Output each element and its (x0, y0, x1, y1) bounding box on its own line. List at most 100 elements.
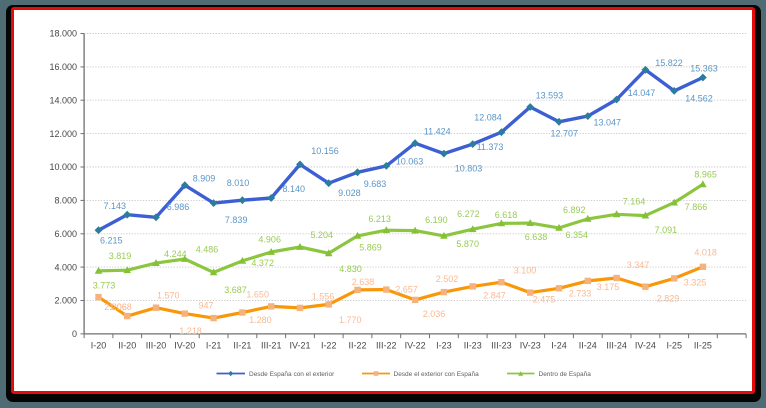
svg-text:15.363: 15.363 (690, 63, 718, 73)
svg-text:IV-21: IV-21 (289, 341, 310, 351)
svg-text:9.028: 9.028 (338, 188, 361, 198)
svg-text:6.618: 6.618 (495, 210, 518, 220)
svg-text:6.986: 6.986 (167, 202, 190, 212)
svg-text:8.909: 8.909 (193, 174, 216, 184)
svg-text:II-24: II-24 (579, 341, 597, 351)
svg-text:I-23: I-23 (436, 341, 452, 351)
svg-text:2.733: 2.733 (569, 288, 592, 298)
svg-text:II-22: II-22 (348, 341, 366, 351)
svg-text:14.000: 14.000 (49, 95, 77, 105)
svg-text:IV-22: IV-22 (405, 341, 426, 351)
svg-text:9.683: 9.683 (364, 179, 387, 189)
svg-text:12.707: 12.707 (551, 128, 579, 138)
svg-text:13.593: 13.593 (536, 91, 564, 101)
svg-text:2.206: 2.206 (104, 302, 127, 312)
svg-text:11.373: 11.373 (477, 142, 504, 152)
svg-text:12.000: 12.000 (49, 129, 77, 139)
svg-text:7.143: 7.143 (104, 201, 127, 211)
svg-text:10.063: 10.063 (396, 157, 424, 167)
svg-text:10.803: 10.803 (455, 164, 483, 174)
svg-text:I-24: I-24 (551, 341, 567, 351)
svg-text:10.156: 10.156 (311, 146, 339, 156)
svg-text:Dentro de España: Dentro de España (539, 371, 592, 378)
svg-text:13.047: 13.047 (594, 117, 622, 127)
svg-text:5.870: 5.870 (456, 239, 479, 249)
svg-text:1.570: 1.570 (157, 291, 180, 301)
svg-text:I-21: I-21 (206, 341, 222, 351)
svg-text:2.829: 2.829 (657, 294, 680, 304)
svg-text:Desde España con el exterior: Desde España con el exterior (249, 371, 335, 378)
svg-text:2.036: 2.036 (423, 309, 446, 319)
svg-text:II-25: II-25 (694, 341, 712, 351)
svg-text:III-23: III-23 (491, 341, 512, 351)
svg-text:6.272: 6.272 (457, 209, 480, 219)
svg-text:8.965: 8.965 (694, 170, 717, 180)
svg-text:6.215: 6.215 (100, 236, 123, 246)
svg-text:1.770: 1.770 (339, 315, 362, 325)
svg-text:2.638: 2.638 (352, 277, 375, 287)
svg-text:Desde el exterior con España: Desde el exterior con España (394, 371, 480, 378)
svg-text:IV-23: IV-23 (520, 341, 541, 351)
svg-text:0: 0 (72, 329, 77, 339)
svg-text:3.325: 3.325 (684, 278, 707, 288)
svg-text:12.084: 12.084 (474, 113, 502, 123)
svg-text:4.372: 4.372 (251, 258, 274, 268)
svg-text:3.773: 3.773 (93, 281, 116, 291)
svg-text:III-20: III-20 (146, 341, 167, 351)
svg-text:IV-20: IV-20 (174, 341, 195, 351)
svg-text:6.354: 6.354 (566, 230, 589, 240)
svg-text:8.010: 8.010 (227, 178, 250, 188)
svg-text:1.218: 1.218 (179, 326, 202, 336)
svg-text:15.822: 15.822 (655, 58, 683, 68)
svg-text:III-22: III-22 (376, 341, 397, 351)
svg-text:7.866: 7.866 (685, 202, 708, 212)
svg-text:7.164: 7.164 (623, 197, 646, 207)
svg-text:1.556: 1.556 (312, 292, 335, 302)
svg-text:6.892: 6.892 (563, 205, 586, 215)
svg-text:8.000: 8.000 (54, 196, 77, 206)
svg-text:3.100: 3.100 (514, 266, 537, 276)
svg-text:7.839: 7.839 (225, 215, 248, 225)
svg-text:4.018: 4.018 (694, 248, 717, 258)
svg-text:10.000: 10.000 (49, 162, 77, 172)
svg-text:14.562: 14.562 (685, 94, 713, 104)
svg-text:7.091: 7.091 (655, 225, 678, 235)
svg-text:II-20: II-20 (118, 341, 136, 351)
svg-text:II-23: II-23 (464, 341, 482, 351)
svg-text:5.204: 5.204 (311, 230, 334, 240)
svg-text:2.847: 2.847 (483, 291, 506, 301)
svg-text:3.819: 3.819 (109, 251, 132, 261)
svg-text:6.190: 6.190 (425, 215, 448, 225)
svg-text:3.687: 3.687 (224, 285, 247, 295)
svg-text:6.213: 6.213 (368, 214, 391, 224)
svg-text:4.486: 4.486 (196, 245, 219, 255)
svg-text:1.068: 1.068 (109, 302, 132, 312)
svg-text:18.000: 18.000 (49, 29, 77, 39)
svg-text:6.638: 6.638 (525, 232, 548, 242)
svg-text:I-22: I-22 (321, 341, 337, 351)
svg-text:II-21: II-21 (233, 341, 251, 351)
svg-text:4.906: 4.906 (258, 234, 281, 244)
svg-text:14.047: 14.047 (628, 88, 656, 98)
svg-text:IV-24: IV-24 (635, 341, 656, 351)
svg-text:5.869: 5.869 (359, 243, 382, 253)
svg-text:I-20: I-20 (91, 341, 107, 351)
svg-text:3.347: 3.347 (627, 260, 650, 270)
svg-text:III-24: III-24 (606, 341, 627, 351)
svg-text:16.000: 16.000 (49, 62, 77, 72)
svg-text:11.424: 11.424 (424, 126, 451, 136)
svg-text:4.244: 4.244 (164, 249, 187, 259)
svg-text:6.000: 6.000 (54, 229, 77, 239)
svg-text:2.502: 2.502 (436, 274, 459, 284)
svg-text:2.657: 2.657 (395, 285, 418, 295)
svg-text:III-21: III-21 (261, 341, 282, 351)
svg-text:2.000: 2.000 (54, 296, 77, 306)
svg-text:947: 947 (198, 301, 213, 311)
svg-text:8.140: 8.140 (283, 184, 306, 194)
svg-text:I-25: I-25 (666, 341, 682, 351)
svg-text:4.830: 4.830 (339, 264, 362, 274)
svg-text:4.000: 4.000 (54, 262, 77, 272)
svg-text:1.650: 1.650 (246, 290, 269, 300)
svg-text:1.280: 1.280 (249, 315, 272, 325)
svg-text:3.175: 3.175 (597, 282, 620, 292)
